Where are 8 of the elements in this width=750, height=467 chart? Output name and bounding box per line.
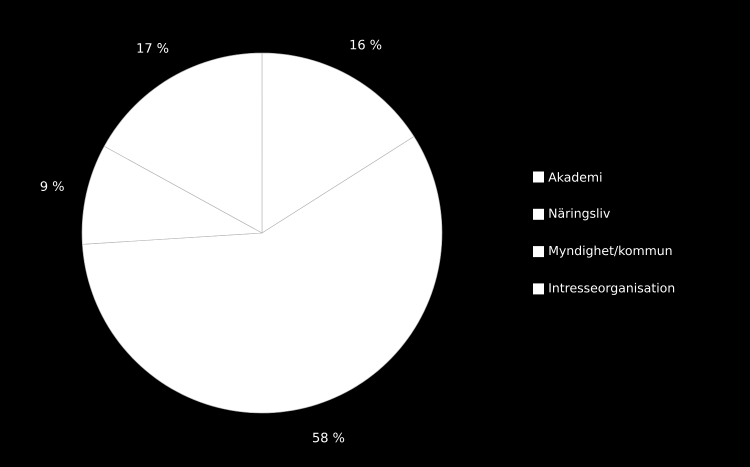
data-label: 16 % [350, 40, 382, 50]
data-label: 9 % [40, 181, 64, 191]
legend-label: Intresseorganisation [549, 282, 674, 295]
legend-label: Akademi [548, 172, 602, 182]
data-label: 17 % [138, 43, 168, 53]
legend-label: Myndighet/kommun [549, 246, 672, 258]
data-label: 58 % [312, 432, 344, 442]
legend-label: Näringsliv [549, 208, 610, 220]
